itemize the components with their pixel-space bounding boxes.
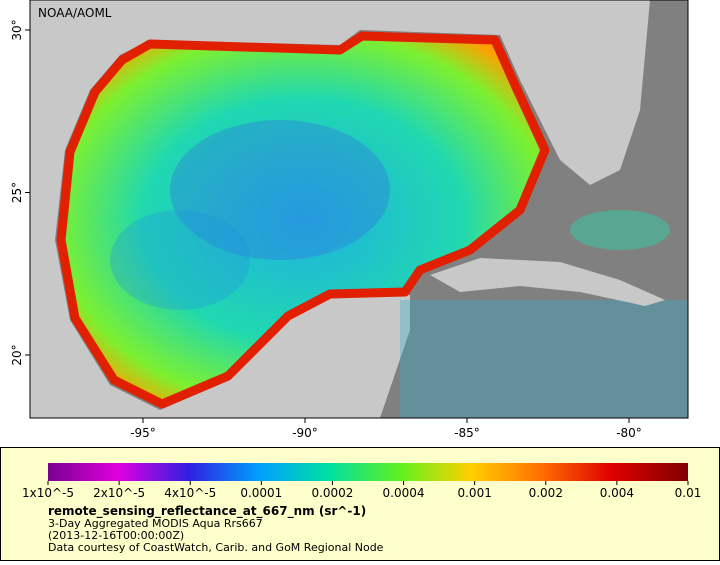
lon-tick-label: -80° xyxy=(616,426,642,440)
reflectance-caribbean xyxy=(400,300,688,418)
colorbar-tick-label: 4x10^-5 xyxy=(164,486,216,500)
colorbar-tick-label: 0.0001 xyxy=(240,486,282,500)
colorbar-tick-label: 1x10^-5 xyxy=(22,486,74,500)
lon-tick-label: -85° xyxy=(454,426,480,440)
colorbar-tick-label: 0.0002 xyxy=(311,486,353,500)
legend-line: (2013-12-16T00:00:00Z) xyxy=(48,529,184,542)
reflectance-patch xyxy=(170,120,390,260)
cuba xyxy=(430,258,665,306)
colorbar xyxy=(48,463,688,481)
colorbar-tick-label: 0.004 xyxy=(600,486,634,500)
axes: -95° -90° -85° -80° 30° 25° 20° xyxy=(10,19,642,440)
legend-title: remote_sensing_reflectance_at_667_nm (sr… xyxy=(48,504,366,519)
lon-tick-label: -90° xyxy=(292,426,318,440)
colorbar-tick-label: 0.0004 xyxy=(383,486,425,500)
reflectance-gulf xyxy=(56,31,550,409)
reflectance-bahamas xyxy=(570,210,670,250)
lat-tick-label: 25° xyxy=(10,182,24,203)
colorbar-tick-label: 0.01 xyxy=(675,486,702,500)
colorbar-ticks: 1x10^-5 2x10^-5 4x10^-5 0.0001 0.0002 0.0004 0… xyxy=(22,481,701,500)
colorbar-tick-label: 0.001 xyxy=(457,486,491,500)
reflectance-patch xyxy=(110,210,250,310)
colorbar-tick-label: 2x10^-5 xyxy=(93,486,145,500)
lat-tick-label: 20° xyxy=(10,344,24,365)
colorbar-tick-label: 0.002 xyxy=(529,486,563,500)
map-frame xyxy=(29,0,689,419)
legend-line: 3-Day Aggregated MODIS Aqua Rrs667 xyxy=(48,517,263,530)
legend-line: Data courtesy of CoastWatch, Carib. and … xyxy=(48,541,384,554)
map: NOAA/AOML xyxy=(29,0,689,419)
source-label: NOAA/AOML xyxy=(38,6,112,20)
lat-tick-label: 30° xyxy=(10,19,24,40)
lon-tick-label: -95° xyxy=(130,426,156,440)
